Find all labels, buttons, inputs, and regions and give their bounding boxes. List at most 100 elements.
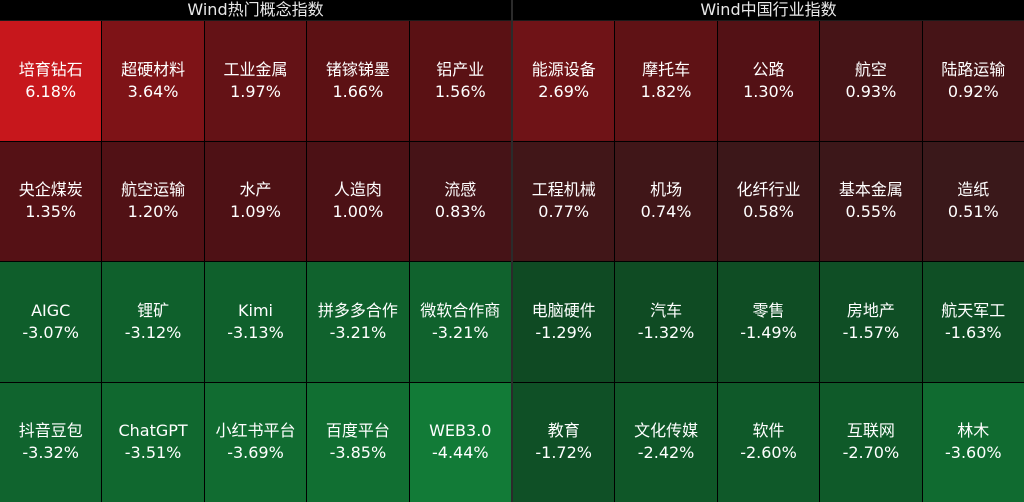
tile-name: 陆路运输 [941, 59, 1006, 79]
tile-change-percent: 0.51% [947, 202, 999, 222]
heatmap-tile[interactable]: 航空 0.93% [820, 21, 922, 141]
tile-name: 汽车 [650, 300, 683, 320]
heatmap-tile[interactable]: 文化传媒 -2.42% [615, 382, 717, 502]
panel-title: Wind热门概念指数 [0, 0, 511, 21]
tile-change-percent: -3.13% [227, 322, 284, 342]
tile-name: 央企煤炭 [18, 180, 83, 200]
tile-name: 基本金属 [838, 180, 903, 200]
heatmap-tile[interactable]: 航天军工 -1.63% [922, 262, 1024, 382]
heatmap-tile[interactable]: WEB3.0 -4.44% [409, 382, 511, 502]
tile-name: Kimi [238, 300, 273, 320]
heatmap-tile[interactable]: 百度平台 -3.85% [307, 382, 409, 502]
heatmap-tile[interactable]: 能源设备 2.69% [513, 21, 615, 141]
tile-name: 摩托车 [642, 59, 691, 79]
tile-change-percent: -3.21% [431, 322, 489, 342]
heatmap-tile[interactable]: 培育钻石 6.18% [0, 21, 102, 141]
tile-name: 抖音豆包 [18, 421, 83, 441]
tile-change-percent: 1.00% [332, 202, 384, 222]
tile-name: 人造肉 [333, 180, 382, 200]
tile-name: 房地产 [846, 300, 895, 320]
heatmap-tile[interactable]: 工业金属 1.97% [204, 21, 307, 141]
tile-name: 林木 [957, 421, 990, 441]
heatmap-tile[interactable]: 抖音豆包 -3.32% [0, 382, 102, 502]
heatmap-tile[interactable]: Kimi -3.13% [204, 262, 307, 382]
tile-name: AIGC [31, 300, 71, 320]
tile-name: 工业金属 [223, 59, 288, 79]
tile-name: WEB3.0 [429, 421, 492, 441]
tile-name: 公路 [752, 59, 785, 79]
tile-change-percent: -1.29% [535, 322, 592, 342]
heatmap-tile[interactable]: 拼多多合作 -3.21% [307, 262, 409, 382]
tile-change-percent: 2.69% [538, 81, 590, 101]
tile-name: 文化传媒 [634, 421, 699, 441]
tile-change-percent: 1.66% [332, 81, 384, 101]
tile-change-percent: -1.63% [944, 322, 1002, 342]
heatmap-tile[interactable]: 机场 0.74% [615, 141, 717, 261]
heatmap-tile[interactable]: 水产 1.09% [204, 141, 307, 261]
tile-name: 机场 [650, 180, 683, 200]
heatmap-tile[interactable]: 公路 1.30% [717, 21, 820, 141]
heatmap-tile[interactable]: 流感 0.83% [409, 141, 511, 261]
tile-change-percent: -3.85% [329, 443, 387, 463]
tile-change-percent: 1.56% [434, 81, 486, 101]
tile-change-percent: 0.92% [947, 81, 999, 101]
tile-change-percent: -3.32% [22, 443, 79, 463]
heatmap-tile[interactable]: 小红书平台 -3.69% [204, 382, 307, 502]
tile-change-percent: -3.12% [124, 322, 182, 342]
tile-name: 百度平台 [325, 421, 390, 441]
heatmap-tile[interactable]: 铝产业 1.56% [409, 21, 511, 141]
tile-change-percent: 0.55% [845, 202, 897, 222]
tile-name: 航空 [854, 59, 887, 79]
tile-change-percent: -2.60% [740, 443, 797, 463]
tile-change-percent: 1.82% [640, 81, 692, 101]
tile-name: 微软合作商 [420, 300, 501, 320]
heatmap-tile[interactable]: 超硬材料 3.64% [102, 21, 204, 141]
heatmap-tile[interactable]: 零售 -1.49% [717, 262, 820, 382]
heatmap-tile[interactable]: 陆路运输 0.92% [922, 21, 1024, 141]
heatmap-tile[interactable]: 基本金属 0.55% [820, 141, 922, 261]
tile-change-percent: -1.72% [535, 443, 592, 463]
tile-change-percent: -4.44% [431, 443, 489, 463]
tile-change-percent: -3.69% [227, 443, 284, 463]
heatmap-tile[interactable]: 摩托车 1.82% [615, 21, 717, 141]
panel-title: Wind中国行业指数 [513, 0, 1024, 21]
tile-change-percent: 0.58% [743, 202, 794, 222]
tile-change-percent: -3.07% [22, 322, 79, 342]
tile-name: 铝产业 [436, 59, 485, 79]
tile-change-percent: 0.93% [845, 81, 897, 101]
heatmap-tile[interactable]: 人造肉 1.00% [307, 141, 409, 261]
tile-name: 能源设备 [531, 59, 596, 79]
heatmap-tile[interactable]: 化纤行业 0.58% [717, 141, 820, 261]
heatmap-tile[interactable]: 房地产 -1.57% [820, 262, 922, 382]
tile-change-percent: 0.74% [640, 202, 692, 222]
heatmap-tile[interactable]: 央企煤炭 1.35% [0, 141, 102, 261]
heatmap-tile[interactable]: 微软合作商 -3.21% [409, 262, 511, 382]
tile-change-percent: -3.21% [329, 322, 387, 342]
concept-heatmap-grid: 培育钻石 6.18% 超硬材料 3.64% 工业金属 1.97% 锗镓锑墨 1.66% 铝产业 1… [0, 21, 511, 502]
tile-name: ChatGPT [118, 421, 188, 441]
heatmap-tile[interactable]: 锗镓锑墨 1.66% [307, 21, 409, 141]
tile-name: 造纸 [957, 180, 990, 200]
heatmap-tile[interactable]: 电脑硬件 -1.29% [513, 262, 615, 382]
tile-name: 互联网 [846, 421, 895, 441]
tile-change-percent: 1.35% [25, 202, 77, 222]
hot-concept-panel: Wind热门概念指数 培育钻石 6.18% 超硬材料 3.64% 工业金属 1.97% 锗镓… [0, 0, 511, 502]
tile-name: 小红书平台 [215, 421, 296, 441]
heatmap-tile[interactable]: 工程机械 0.77% [513, 141, 615, 261]
heatmap-tile[interactable]: 锂矿 -3.12% [102, 262, 204, 382]
heatmap-tile[interactable]: 软件 -2.60% [717, 382, 820, 502]
tile-name: 工程机械 [531, 180, 596, 200]
heatmap-tile[interactable]: 互联网 -2.70% [820, 382, 922, 502]
tile-name: 培育钻石 [18, 59, 83, 79]
heatmap-tile[interactable]: 造纸 0.51% [922, 141, 1024, 261]
heatmap-tile[interactable]: 教育 -1.72% [513, 382, 615, 502]
tile-change-percent: -1.49% [740, 322, 797, 342]
heatmap-tile[interactable]: 林木 -3.60% [922, 382, 1024, 502]
heatmap-tile[interactable]: ChatGPT -3.51% [102, 382, 204, 502]
heatmap-tile[interactable]: AIGC -3.07% [0, 262, 102, 382]
heatmap-tile[interactable]: 汽车 -1.32% [615, 262, 717, 382]
heatmap-tile[interactable]: 航空运输 1.20% [102, 141, 204, 261]
tile-change-percent: 6.18% [25, 81, 77, 101]
tile-change-percent: 1.97% [230, 81, 281, 101]
